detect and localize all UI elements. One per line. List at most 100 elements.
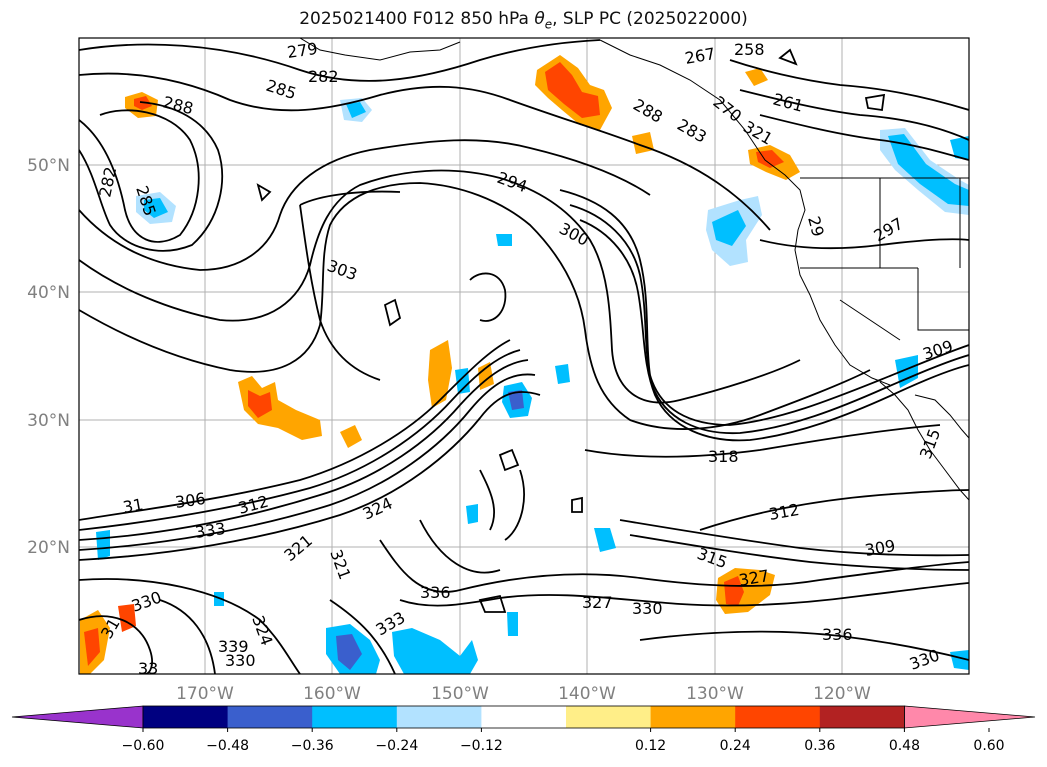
contour-line — [639, 630, 969, 661]
map-frame — [78, 37, 970, 675]
map-area: 279 282 285 288 282 285 258 267 261 270 … — [78, 37, 970, 678]
longitude-label: 150°W — [431, 684, 489, 704]
colorbar-segment — [566, 706, 652, 728]
baja-coast — [879, 381, 969, 501]
contour-line — [79, 109, 200, 243]
state-borders — [800, 177, 969, 341]
cold-anomaly-core — [346, 102, 366, 118]
contour-line — [79, 615, 153, 674]
contour-line — [383, 298, 402, 327]
contour-line — [79, 101, 224, 252]
contour-line — [399, 582, 969, 607]
contour-line — [559, 189, 969, 426]
colorbar-tick-label: 0.60 — [973, 738, 1004, 754]
contour-line — [299, 190, 401, 381]
graticule — [79, 38, 969, 674]
longitude-label: 160°W — [303, 684, 361, 704]
colorbar-segment — [143, 706, 229, 728]
contour-line — [79, 39, 601, 82]
contour-line — [699, 489, 969, 531]
contour-label: 330 — [632, 599, 663, 618]
pacific-northwest-coast — [599, 39, 891, 386]
contour-line — [79, 139, 651, 271]
contour-lines — [79, 39, 969, 674]
warm-anomaly — [238, 376, 322, 440]
colorbar-tick-label: −0.12 — [460, 738, 503, 754]
coastlines — [299, 38, 969, 501]
contour-label: 339 — [218, 637, 249, 656]
contour-line — [79, 373, 536, 551]
cold-anomaly — [950, 650, 969, 670]
colorbar-tick-label: 0.12 — [635, 738, 666, 754]
contour-line — [478, 594, 507, 613]
warm-anomaly-core — [756, 150, 784, 168]
colorbar-segment — [227, 706, 313, 728]
contour-line — [79, 359, 529, 541]
colorbar-segment — [312, 706, 398, 728]
colorbar-segment — [650, 706, 736, 728]
map-title: 2025021400 F012 850 hPa θe, SLP PC (2025… — [299, 9, 748, 32]
cold-anomaly — [466, 504, 478, 524]
latitude-axis: 50°N 40°N 30°N 20°N — [27, 156, 70, 558]
contour-label: 318 — [708, 447, 739, 466]
contour-line — [571, 496, 583, 513]
contour-label: 29 — [804, 214, 828, 239]
cold-anomaly — [950, 136, 969, 160]
contour-line — [79, 578, 301, 674]
cold-anomaly-core — [888, 134, 969, 206]
colorbar-tick-label: −0.60 — [122, 738, 165, 754]
contour-line — [79, 391, 541, 561]
contour-line — [619, 519, 969, 557]
contour-line — [79, 169, 801, 404]
cold-anomaly — [496, 234, 512, 246]
contour-label: 279 — [286, 39, 319, 62]
contour-line — [739, 89, 969, 141]
contour-label: 336 — [420, 583, 451, 602]
contour-line — [498, 448, 520, 472]
colorbar: −0.60 −0.48 −0.36 −0.24 −0.12 0.12 0.24 0.36 0.4… — [11, 705, 1036, 754]
longitude-label: 170°W — [176, 684, 234, 704]
contour-line — [759, 114, 969, 161]
contour-line — [329, 599, 396, 674]
longitude-label: 120°W — [813, 684, 871, 704]
contour-line — [759, 238, 969, 250]
warm-anomaly — [340, 425, 362, 448]
cold-anomaly — [507, 612, 518, 636]
contour-label: 330 — [225, 651, 256, 670]
colorbar-extension-low — [11, 705, 144, 729]
contour-line — [256, 183, 272, 202]
contour-label: 306 — [174, 489, 207, 512]
contour-line — [584, 424, 941, 458]
contour-label: 33 — [138, 659, 158, 678]
contour-line — [159, 599, 216, 674]
cold-anomaly — [96, 530, 110, 560]
colorbar-segment — [396, 706, 482, 728]
warm-anomaly-core — [545, 62, 600, 118]
contour-line — [579, 219, 969, 442]
colorbar-tick-label: −0.24 — [375, 738, 418, 754]
cold-anomaly-core — [508, 390, 524, 410]
contour-line — [419, 519, 501, 574]
colorbar-extension-high — [904, 705, 1036, 729]
contour-label: 31 — [121, 495, 144, 517]
contour-line — [379, 539, 969, 593]
contour-line — [569, 204, 969, 435]
latitude-label: 30°N — [27, 411, 70, 431]
latitude-label: 40°N — [27, 283, 70, 303]
contour-line — [479, 469, 525, 541]
anomaly-shading — [80, 55, 969, 674]
longitude-label: 140°W — [558, 684, 616, 704]
cold-anomaly-core — [336, 634, 362, 670]
colorbar-tick-label: 0.36 — [804, 738, 835, 754]
contour-label: 258 — [734, 40, 765, 59]
colorbar-tick-label: −0.48 — [206, 738, 249, 754]
cold-anomaly — [594, 528, 616, 552]
cold-anomaly-core — [144, 198, 168, 218]
latitude-label: 50°N — [27, 156, 70, 176]
contour-label: 327 — [582, 593, 613, 612]
contour-line — [629, 534, 969, 571]
cold-anomaly — [895, 355, 918, 388]
contour-line — [79, 72, 771, 231]
colorbar-tick-label: 0.48 — [889, 738, 920, 754]
